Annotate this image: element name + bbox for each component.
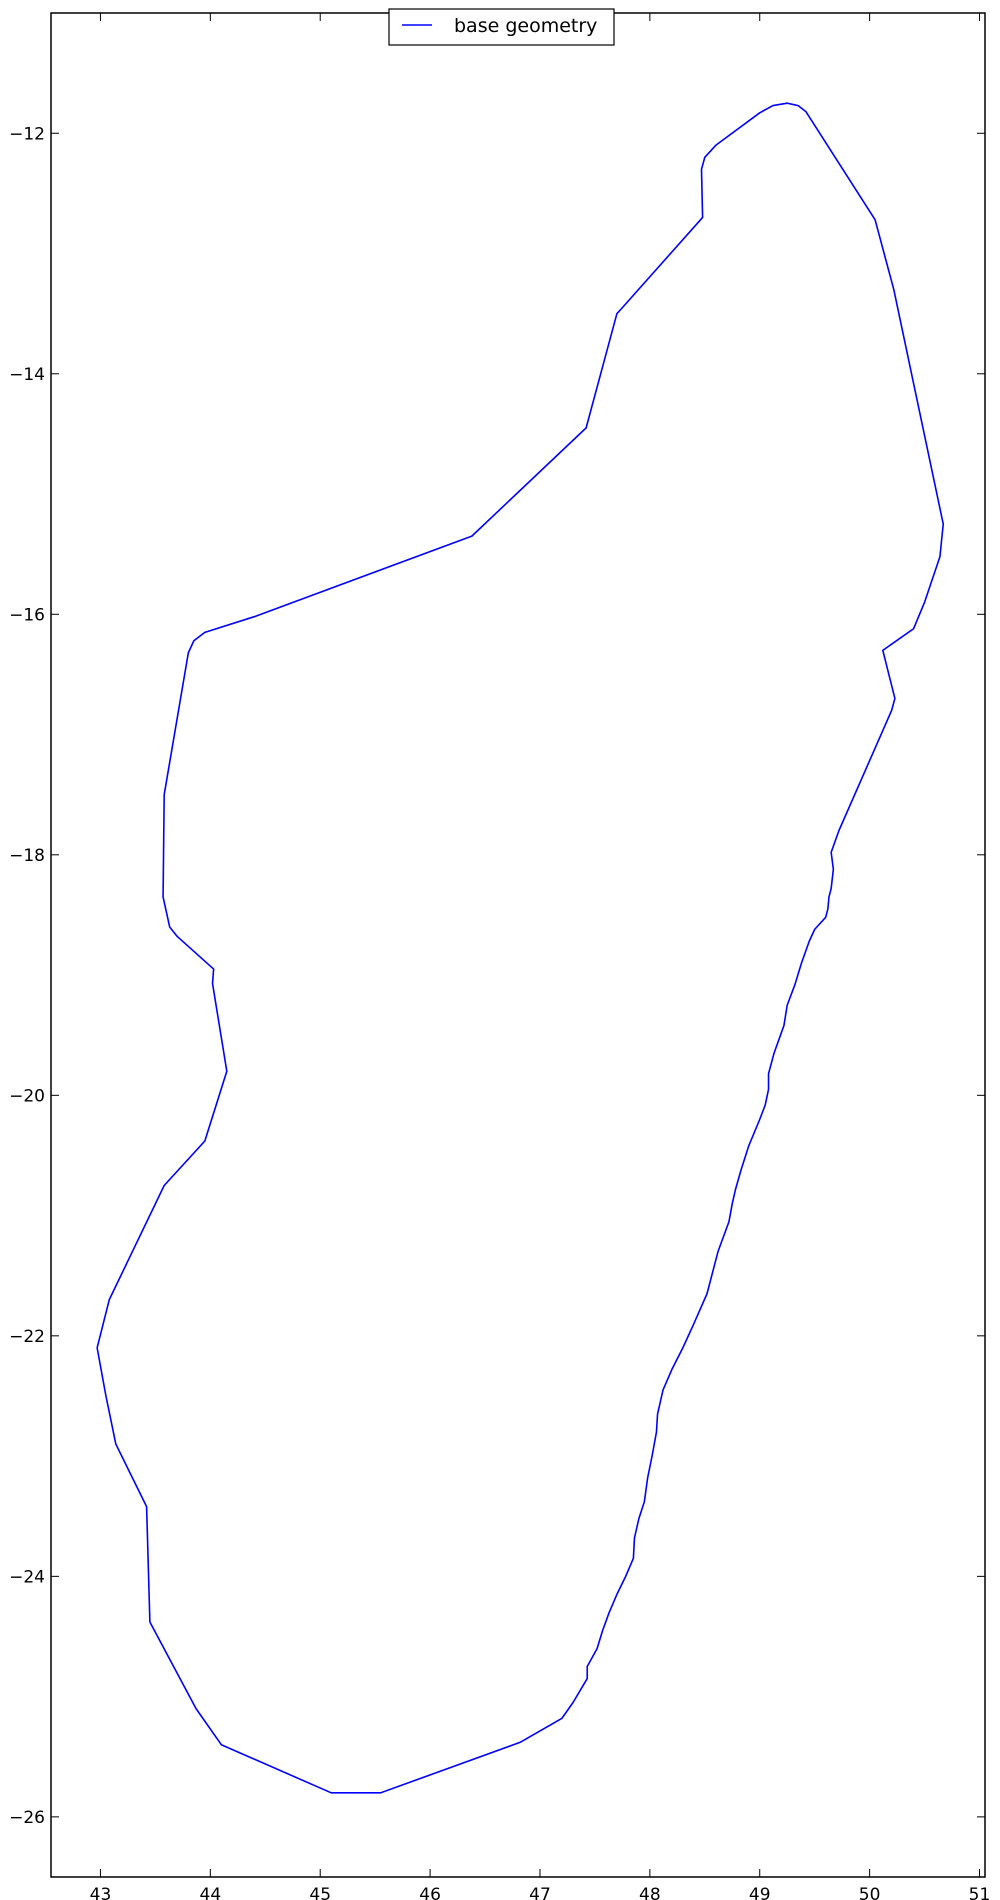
x-tick-label: 50 [859, 1885, 881, 1900]
x-tick-label: 48 [639, 1885, 661, 1900]
series-layer [97, 103, 943, 1793]
x-tick-label: 51 [969, 1885, 991, 1900]
y-tick-label: −24 [9, 1567, 45, 1587]
x-tick-label: 44 [200, 1885, 222, 1900]
x-tick-label: 45 [309, 1885, 331, 1900]
y-tick-label: −18 [9, 846, 45, 866]
x-tick-label: 46 [419, 1885, 441, 1900]
legend: base geometry [389, 9, 614, 45]
x-tick-label: 49 [749, 1885, 771, 1900]
y-tick-label: −20 [9, 1086, 45, 1106]
legend-label: base geometry [454, 15, 597, 37]
y-tick-label: −16 [9, 605, 45, 625]
y-tick-label: −22 [9, 1327, 45, 1347]
plot-frame [51, 13, 985, 1877]
x-tick-label: 47 [529, 1885, 551, 1900]
y-tick-label: −26 [9, 1808, 45, 1828]
series-line-base-geometry [97, 103, 943, 1793]
x-tick-label: 43 [90, 1885, 112, 1900]
y-tick-label: −12 [9, 124, 45, 144]
y-tick-label: −14 [9, 365, 45, 385]
ticks-layer: 43 44 45 46 47 48 49 50 51 −12 −14 −16 −18 −20 −22 −24 −… [9, 13, 990, 1900]
